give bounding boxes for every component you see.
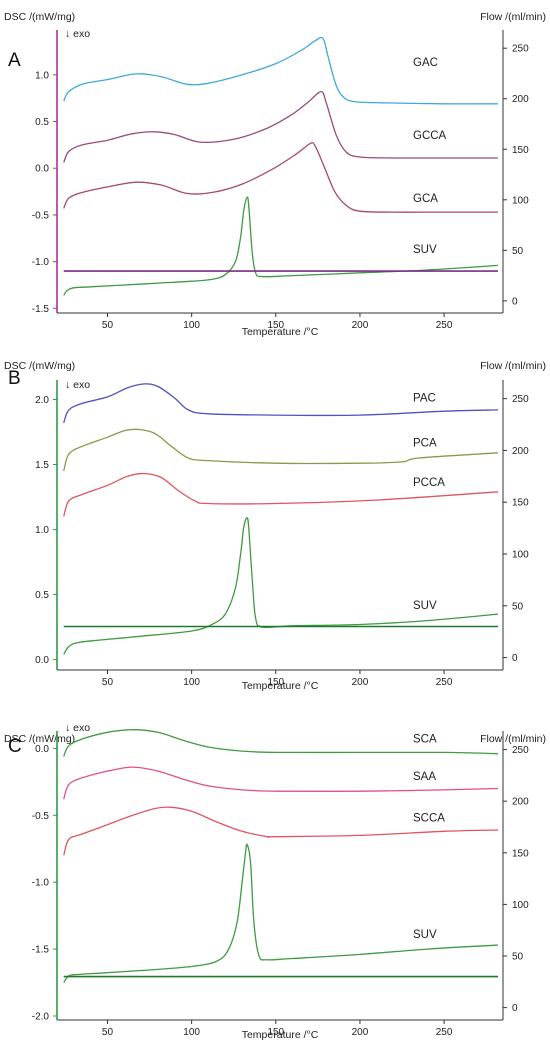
y-tick-label: 1.0	[35, 70, 49, 81]
y2-tick-label: 200	[512, 94, 529, 105]
y-axis-label: DSC /(mW/mg)	[4, 360, 75, 372]
x-axis-label: Temperature /°C	[242, 680, 319, 692]
x-tick-label: 250	[436, 677, 453, 688]
y2-tick-label: 50	[512, 601, 524, 612]
series-label-saa: SAA	[413, 771, 436, 783]
series-label-gcca: GCCA	[413, 130, 447, 142]
x-tick-label: 250	[436, 1027, 453, 1038]
y2-tick-label: 250	[512, 394, 529, 405]
y-tick-label: 0.0	[35, 744, 49, 755]
y-tick-label: -1.0	[32, 878, 50, 889]
panel-letter: C	[8, 736, 22, 757]
y-tick-label: 0.0	[35, 655, 49, 666]
y2-tick-label: 150	[512, 498, 529, 509]
exo-label: ↓ exo	[65, 379, 90, 391]
y2-tick-label: 100	[512, 550, 529, 561]
y2-tick-label: 200	[512, 446, 529, 457]
y-tick-label: -0.5	[32, 210, 50, 221]
x-tick-label: 150	[267, 677, 284, 688]
chart-panel-a: A DSC /(mW/mg) Flow /(ml/min) ↓ exo -1.5 -1.0…	[4, 11, 546, 338]
y2-tick-label: 100	[512, 900, 529, 911]
y2-tick-label: 50	[512, 952, 524, 963]
series-line-pcca	[63, 472, 499, 517]
y-tick-label: 0.0	[35, 164, 49, 175]
series-line-gac	[63, 36, 499, 105]
series-label-gca: GCA	[413, 193, 438, 205]
x-tick-label: 100	[183, 677, 200, 688]
exo-label: ↓ exo	[65, 28, 90, 40]
y2-tick-label: 0	[512, 1003, 518, 1014]
y2-axis-label: Flow /(ml/min)	[480, 360, 546, 372]
series-line-sca	[63, 729, 499, 757]
y2-tick-label: 250	[512, 44, 529, 55]
series-line-pac	[63, 383, 499, 424]
series-line-suv	[63, 196, 499, 296]
y2-tick-label: 50	[512, 246, 524, 257]
series-label-pac: PAC	[413, 392, 436, 404]
x-axis-label: Temperature /°C	[242, 1029, 319, 1041]
series-label-scca: SCCA	[413, 812, 445, 824]
x-tick-label: 100	[183, 1027, 200, 1038]
series-label-pcca: PCCA	[413, 477, 445, 489]
x-tick-label: 200	[352, 320, 369, 331]
series-label-pca: PCA	[413, 437, 437, 449]
series-line-pca	[63, 428, 499, 472]
series-line-saa	[63, 766, 499, 800]
y2-axis-label: Flow /(ml/min)	[480, 11, 546, 23]
y-tick-label: 1.5	[35, 460, 49, 471]
x-axis-label: Temperature /°C	[242, 326, 319, 338]
panel-letter: A	[8, 50, 21, 71]
x-tick-label: 100	[183, 320, 200, 331]
exo-label: ↓ exo	[65, 722, 90, 734]
y-tick-label: -0.5	[32, 811, 50, 822]
x-tick-label: 250	[436, 320, 453, 331]
y-tick-label: -2.0	[32, 1011, 50, 1022]
series-line-gca	[63, 141, 498, 213]
y2-tick-label: 0	[512, 296, 518, 307]
y2-tick-label: 200	[512, 797, 529, 808]
y-axis-label: DSC /(mW/mg)	[4, 11, 75, 23]
series-label-suv: SUV	[413, 929, 437, 941]
y-tick-label: 0.5	[35, 590, 49, 601]
series-label-sca: SCA	[413, 733, 437, 745]
x-tick-label: 150	[267, 320, 284, 331]
y-tick-label: 1.0	[35, 525, 49, 536]
x-tick-label: 50	[102, 320, 114, 331]
y2-tick-label: 100	[512, 195, 529, 206]
x-tick-label: 200	[352, 1027, 369, 1038]
series-line-gcca	[63, 90, 498, 163]
panel-letter: B	[8, 368, 21, 389]
x-tick-label: 50	[102, 1027, 114, 1038]
x-tick-label: 50	[102, 677, 114, 688]
y2-tick-label: 150	[512, 145, 529, 156]
y-tick-label: -1.0	[32, 257, 50, 268]
y2-tick-label: 0	[512, 653, 518, 664]
y-tick-label: 2.0	[35, 395, 49, 406]
x-tick-label: 150	[267, 1027, 284, 1038]
y2-tick-label: 250	[512, 745, 529, 756]
series-label-suv: SUV	[413, 244, 437, 256]
x-tick-label: 200	[352, 677, 369, 688]
series-line-suv	[63, 517, 499, 655]
y-tick-label: -1.5	[32, 304, 50, 315]
series-line-scca	[63, 806, 499, 856]
y2-axis-label: Flow /(ml/min)	[480, 733, 546, 745]
y-tick-label: -1.5	[32, 945, 50, 956]
series-label-gac: GAC	[413, 57, 438, 69]
series-line-suv	[63, 843, 499, 983]
y-tick-label: 0.5	[35, 117, 49, 128]
series-label-suv: SUV	[413, 600, 437, 612]
y2-tick-label: 150	[512, 848, 529, 859]
